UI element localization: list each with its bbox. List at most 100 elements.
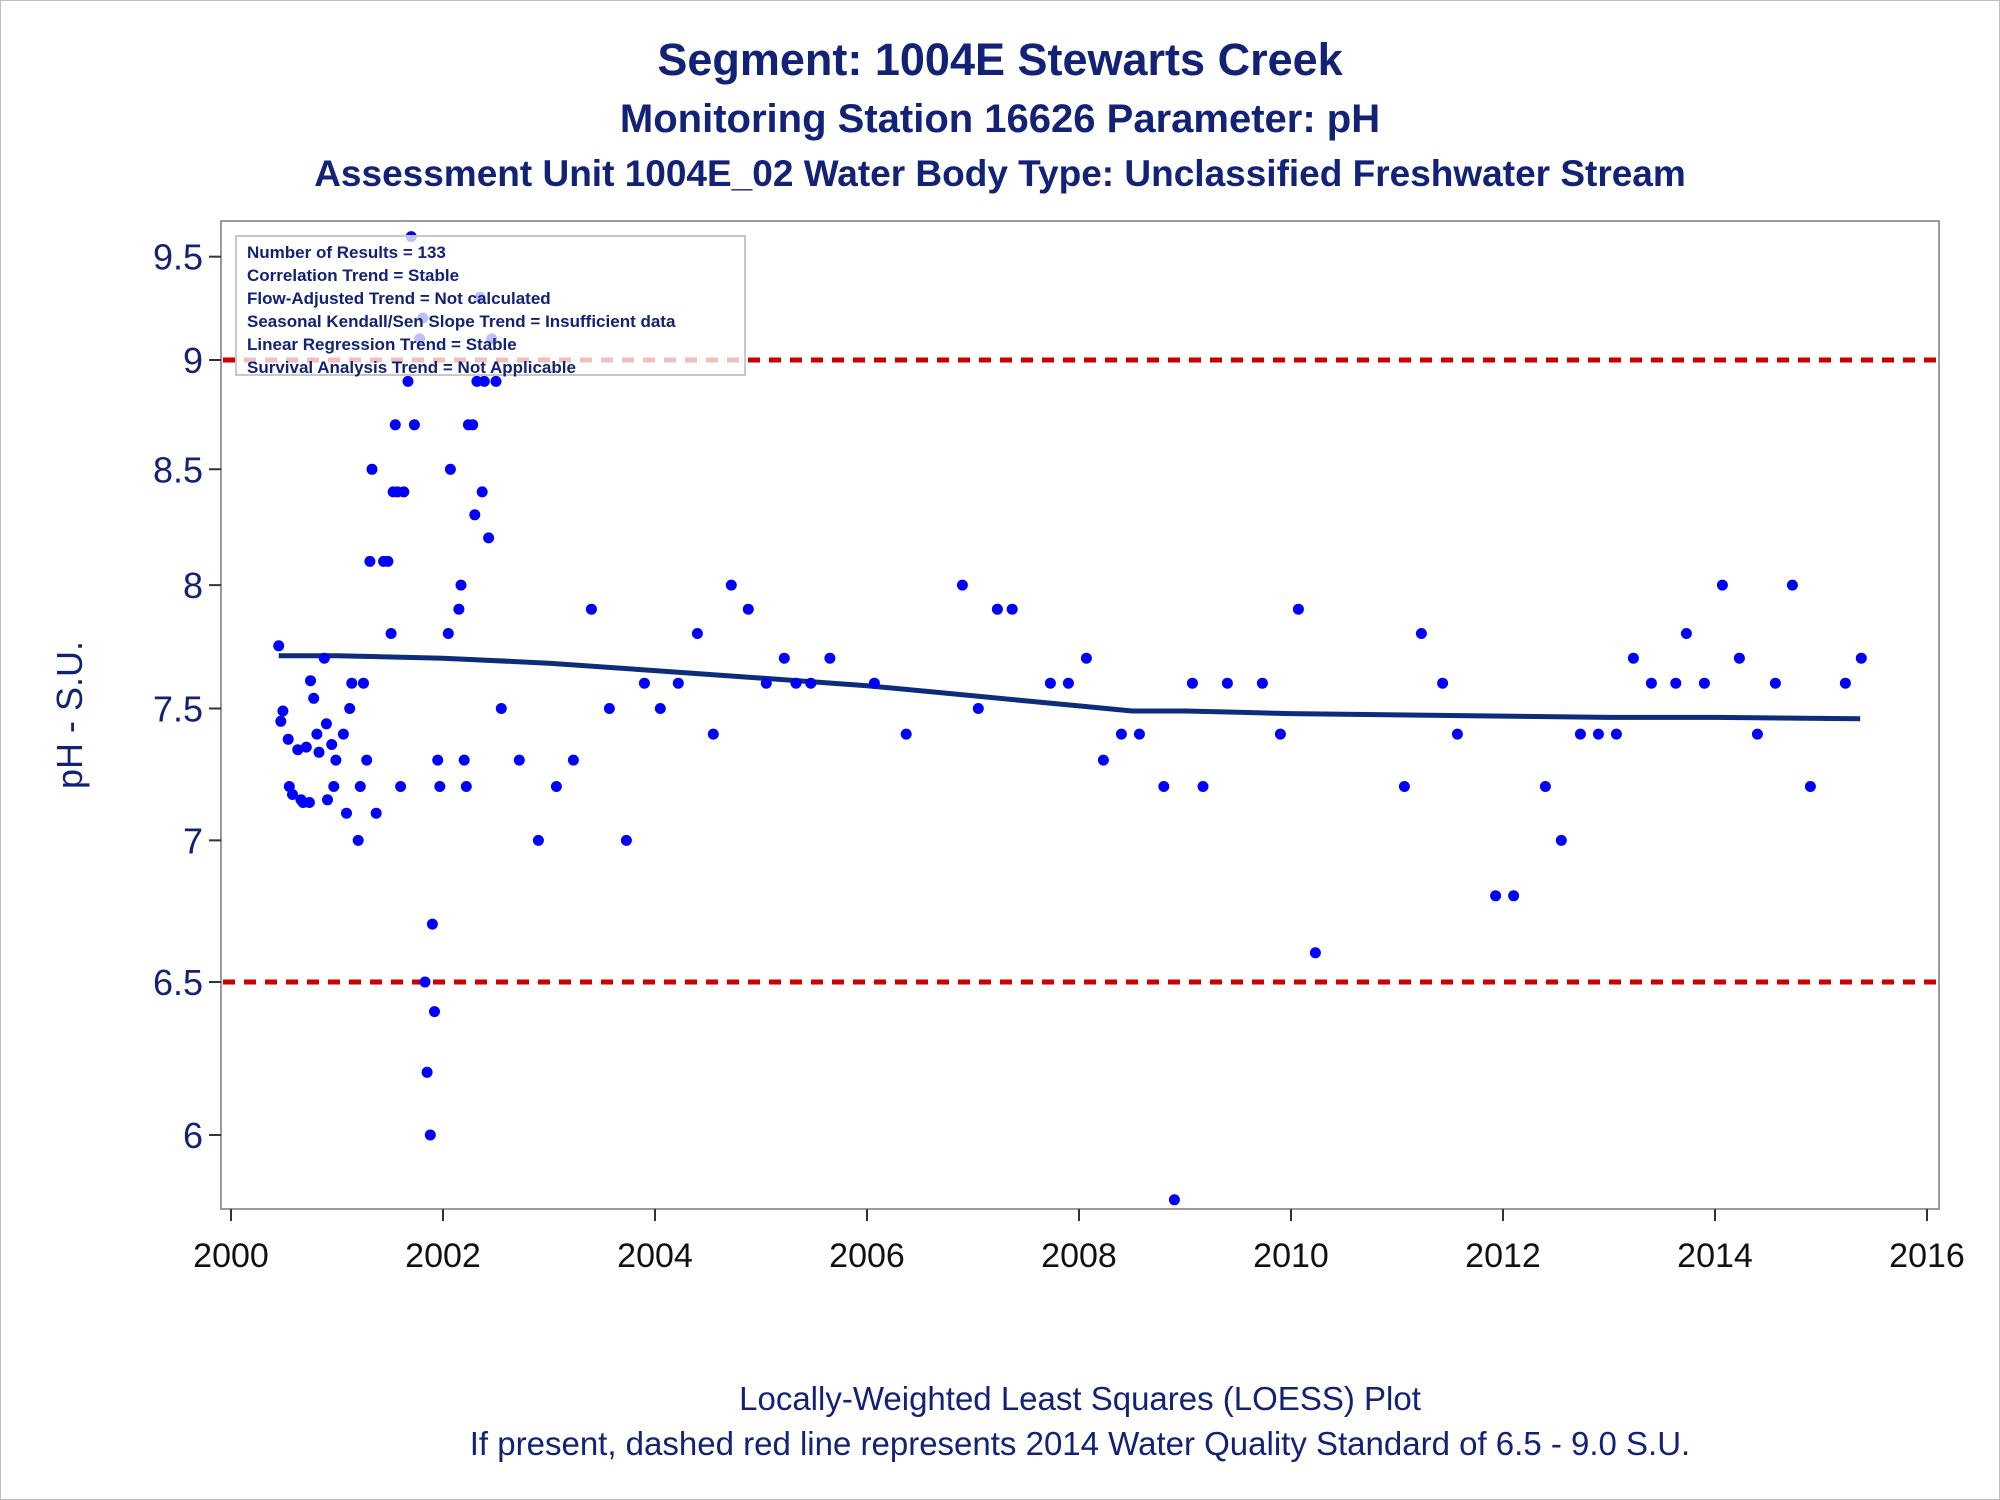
data-point bbox=[346, 677, 358, 689]
data-point bbox=[326, 739, 338, 750]
footnote-standard: If present, dashed red line represents 2… bbox=[469, 1425, 1691, 1462]
chart-subtitle-assessment: Assessment Unit 1004E_02 Water Body Type… bbox=[314, 153, 1686, 194]
data-point bbox=[458, 754, 470, 766]
data-point bbox=[1197, 781, 1209, 792]
data-point bbox=[1610, 728, 1622, 740]
data-point bbox=[322, 794, 333, 806]
data-point bbox=[1627, 652, 1639, 664]
data-point bbox=[287, 789, 298, 800]
y-tick-label: 8 bbox=[183, 565, 203, 606]
data-point bbox=[1804, 781, 1816, 792]
stat-number-of-results: Number of Results = 133 bbox=[247, 243, 446, 262]
data-point bbox=[426, 918, 438, 930]
data-point bbox=[1555, 834, 1567, 846]
data-point bbox=[318, 652, 330, 664]
data-point bbox=[620, 834, 632, 846]
data-point bbox=[476, 486, 488, 498]
data-point bbox=[308, 692, 320, 704]
data-point bbox=[1274, 728, 1286, 740]
x-tick-label: 2014 bbox=[1677, 1237, 1753, 1275]
data-point bbox=[725, 579, 737, 591]
data-point bbox=[532, 834, 544, 846]
data-point bbox=[1490, 890, 1502, 902]
data-point bbox=[490, 375, 502, 387]
data-point bbox=[1645, 677, 1657, 689]
data-points bbox=[273, 231, 1867, 1206]
data-point bbox=[1680, 628, 1692, 639]
data-point bbox=[1115, 728, 1127, 740]
y-tick-label: 6.5 bbox=[153, 962, 203, 1003]
data-point bbox=[478, 375, 490, 387]
data-point bbox=[429, 1006, 440, 1018]
data-point bbox=[421, 1066, 433, 1078]
data-point bbox=[1398, 781, 1410, 792]
data-point bbox=[585, 603, 597, 615]
data-point bbox=[495, 703, 507, 714]
x-tick-label: 2016 bbox=[1889, 1237, 1965, 1275]
data-point bbox=[352, 834, 364, 846]
data-point bbox=[419, 976, 431, 988]
data-point bbox=[707, 728, 719, 740]
y-tick-label: 9 bbox=[183, 340, 203, 381]
data-point bbox=[638, 677, 650, 689]
data-point bbox=[444, 463, 456, 475]
x-tick-label: 2000 bbox=[193, 1237, 269, 1275]
footnote-loess: Locally-Weighted Least Squares (LOESS) P… bbox=[739, 1380, 1421, 1417]
data-point bbox=[453, 603, 465, 615]
chart-title: Segment: 1004E Stewarts Creek bbox=[657, 34, 1343, 85]
data-point bbox=[550, 781, 562, 792]
chart-subtitle-station: Monitoring Station 16626 Parameter: pH bbox=[619, 97, 1381, 141]
data-point bbox=[398, 486, 410, 498]
data-point bbox=[1508, 890, 1520, 902]
data-point bbox=[361, 754, 373, 766]
data-point bbox=[305, 675, 316, 687]
data-point bbox=[1133, 728, 1145, 740]
data-point bbox=[366, 463, 378, 475]
data-point bbox=[483, 532, 495, 544]
data-point bbox=[567, 754, 579, 766]
data-point bbox=[469, 509, 481, 521]
data-point bbox=[1733, 652, 1745, 664]
data-point bbox=[742, 603, 754, 615]
data-point bbox=[320, 718, 332, 730]
data-point bbox=[455, 579, 467, 591]
data-point bbox=[330, 754, 342, 766]
data-point bbox=[442, 628, 454, 639]
data-point bbox=[424, 1129, 436, 1141]
data-point bbox=[382, 555, 394, 567]
data-point bbox=[1437, 677, 1449, 689]
data-point bbox=[1256, 677, 1268, 689]
trend-stats-box: Number of Results = 133 Correlation Tren… bbox=[235, 235, 746, 377]
loess-line bbox=[278, 653, 1861, 722]
data-point bbox=[1855, 652, 1867, 664]
standard-lines bbox=[223, 357, 1937, 985]
data-point bbox=[460, 781, 472, 792]
data-point bbox=[672, 677, 684, 689]
data-point bbox=[328, 781, 340, 792]
data-point bbox=[273, 640, 285, 652]
data-point bbox=[1080, 652, 1092, 664]
data-point bbox=[385, 628, 397, 639]
data-point bbox=[1062, 677, 1074, 689]
data-point bbox=[395, 781, 407, 792]
data-point bbox=[282, 733, 294, 745]
data-point bbox=[1451, 728, 1463, 740]
data-point bbox=[408, 419, 420, 431]
x-axis: 2000 2002 2004 2006 2008 2010 2012 2014 2016 bbox=[193, 1209, 1965, 1275]
data-point bbox=[402, 375, 414, 387]
data-point bbox=[364, 555, 376, 567]
data-point bbox=[1839, 677, 1851, 689]
data-point bbox=[467, 419, 479, 431]
data-point bbox=[805, 677, 817, 689]
data-point bbox=[513, 754, 525, 766]
data-point bbox=[370, 807, 382, 819]
data-point bbox=[972, 703, 984, 714]
data-point bbox=[778, 652, 790, 664]
data-point bbox=[1670, 677, 1682, 689]
data-point bbox=[1221, 677, 1233, 689]
data-point bbox=[654, 703, 666, 714]
data-point bbox=[1168, 1194, 1180, 1206]
data-point bbox=[691, 628, 703, 639]
data-point bbox=[790, 677, 802, 689]
